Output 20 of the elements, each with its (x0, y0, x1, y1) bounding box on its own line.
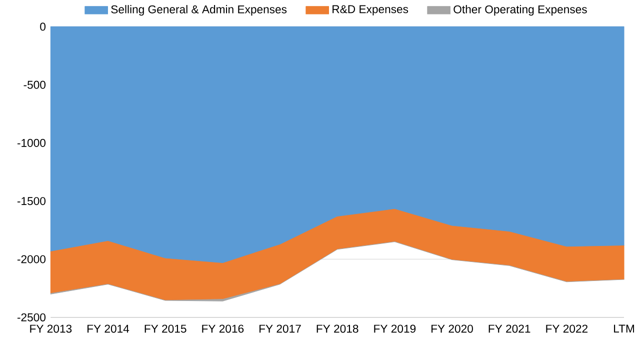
y-tick-label: -1000 (17, 138, 46, 147)
x-tick-label: FY 2015 (144, 324, 186, 333)
y-tick-label: -500 (24, 80, 46, 89)
legend-label: R&D Expenses (332, 5, 408, 16)
legend-label: Selling General & Admin Expenses (111, 5, 287, 16)
x-tick-label: FY 2018 (316, 324, 358, 333)
x-tick-label: FY 2013 (30, 324, 72, 333)
y-tick-label: 0 (40, 22, 46, 31)
legend-label: Other Operating Expenses (454, 5, 587, 16)
y-tick-label: -1500 (17, 197, 46, 206)
y-tick-label: -2000 (17, 255, 46, 264)
x-tick-label: FY 2019 (374, 324, 416, 333)
x-tick-label: FY 2021 (488, 324, 530, 333)
y-tick-label: -2500 (17, 313, 46, 322)
x-tick-label: LTM (614, 324, 634, 333)
x-tick-label: FY 2017 (260, 324, 301, 333)
x-tick-label: FY 2014 (88, 324, 130, 333)
x-tick-label: FY 2020 (432, 324, 473, 333)
x-tick-label: FY 2022 (546, 324, 588, 333)
x-tick-label: FY 2016 (202, 324, 244, 333)
